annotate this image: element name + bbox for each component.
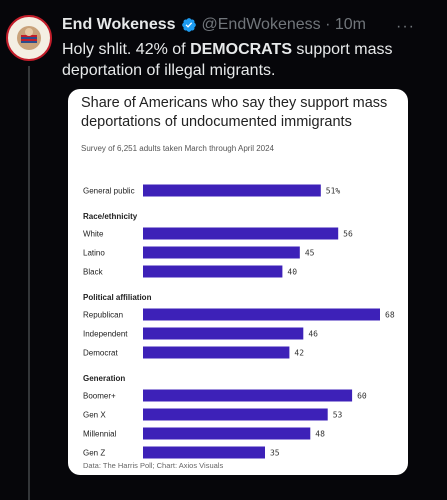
- bar: [143, 227, 339, 240]
- bar: [143, 389, 353, 402]
- chart-subtitle: Survey of 6,251 adults taken March throu…: [81, 144, 275, 153]
- avatar-logo: [9, 18, 49, 58]
- value-label: 40: [287, 268, 297, 277]
- value-label: 68: [385, 311, 395, 320]
- category-label: Republican: [83, 311, 123, 320]
- value-label: 42: [294, 349, 304, 358]
- bar: [143, 184, 321, 197]
- bar: [143, 346, 290, 359]
- avatar[interactable]: [6, 15, 52, 61]
- bar: [143, 327, 304, 340]
- chart-title: Share of Americans who say they support …: [81, 95, 388, 130]
- bar-chart: General public 51% Race/ethnicity White 56 La…: [83, 184, 395, 459]
- tweet-header: End Wokeness @EndWokeness · 10m: [62, 15, 366, 35]
- author-handle-time[interactable]: @EndWokeness · 10m: [201, 16, 366, 33]
- chart-image-card[interactable]: General public 51% Race/ethnicity White 56 La…: [68, 89, 408, 475]
- value-label: 46: [308, 330, 318, 339]
- tweet-text-part-1: Holy shlit. 42% of: [62, 41, 191, 58]
- category-label: Latino: [83, 249, 105, 258]
- thread-line: [28, 66, 30, 500]
- group-heading: Generation: [83, 374, 125, 383]
- bar: [143, 427, 311, 440]
- bar: [143, 308, 380, 321]
- category-label: Democrat: [83, 349, 118, 358]
- group-heading: Race/ethnicity: [83, 212, 138, 221]
- tweet-text-bold: DEMOCRATS: [190, 41, 292, 58]
- bar: [143, 446, 265, 459]
- bar: [143, 408, 328, 421]
- value-label: 48: [315, 430, 325, 439]
- category-label: White: [83, 230, 104, 239]
- value-label: 51%: [326, 187, 341, 196]
- category-label: Gen X: [83, 411, 106, 420]
- value-label: 56: [343, 230, 353, 239]
- value-label: 45: [305, 249, 315, 258]
- value-label: 35: [270, 449, 280, 458]
- tweet-text-part-2: support mass deportation of illegal migr…: [62, 41, 393, 79]
- group-heading: Political affiliation: [83, 293, 152, 302]
- author-name[interactable]: End Wokeness: [62, 16, 176, 33]
- category-label: Gen Z: [83, 449, 105, 458]
- bar: [143, 246, 300, 259]
- more-options-icon[interactable]: ···: [396, 18, 415, 35]
- category-label: General public: [83, 187, 135, 196]
- category-label: Millennial: [83, 430, 117, 439]
- tweet-text: Holy shlit. 42% of DEMOCRATS support mas…: [62, 39, 432, 81]
- value-label: 60: [357, 392, 367, 401]
- category-label: Boomer+: [83, 392, 116, 401]
- category-label: Black: [83, 268, 104, 277]
- chart-source: Data: The Harris Poll; Chart: Axios Visu…: [83, 461, 224, 470]
- bar: [143, 265, 283, 278]
- category-label: Independent: [83, 330, 128, 339]
- value-label: 53: [333, 411, 343, 420]
- verified-badge-icon: [181, 18, 196, 32]
